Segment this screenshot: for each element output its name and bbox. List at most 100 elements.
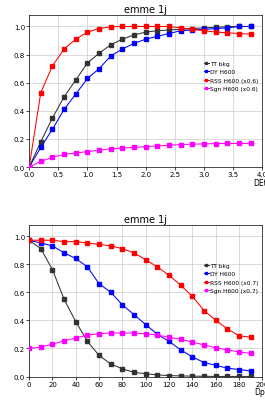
Sgn H600 (x0.7): [109, 331, 112, 336]
TT bkg: [214, 26, 217, 30]
RSS H600 (x0.7): [191, 294, 194, 299]
TT bkg: [86, 339, 89, 344]
DY H600: [39, 241, 42, 246]
Sgn H600 (x0.7): [249, 351, 252, 356]
Sgn H600 (x0.7): [132, 331, 136, 336]
RSS H600 (x0.6): [202, 29, 206, 34]
Sgn H600 (x0.7): [167, 335, 171, 340]
Line: Sgn H600 (x0.7): Sgn H600 (x0.7): [28, 332, 252, 355]
RSS H600 (x0.6): [121, 25, 124, 30]
DY H600: [74, 256, 77, 261]
TT bkg: [74, 320, 77, 324]
DY H600: [132, 313, 136, 318]
Sgn H600 (x0.6): [179, 143, 182, 148]
TT bkg: [39, 247, 42, 252]
TT bkg: [156, 373, 159, 377]
RSS H600 (x0.7): [226, 326, 229, 331]
DY H600: [144, 38, 147, 43]
TT bkg: [249, 374, 252, 379]
DY H600: [132, 42, 136, 47]
DY H600: [121, 47, 124, 52]
DY H600: [226, 26, 229, 31]
TT bkg: [226, 374, 229, 379]
DY H600: [202, 360, 206, 365]
TT bkg: [109, 43, 112, 48]
Sgn H600 (x0.7): [74, 336, 77, 341]
RSS H600 (x0.6): [39, 91, 42, 96]
DY H600: [156, 332, 159, 337]
DY H600: [214, 363, 217, 368]
TT bkg: [191, 374, 194, 379]
Line: DY H600: DY H600: [28, 239, 252, 373]
TT bkg: [132, 370, 136, 375]
TT bkg: [74, 78, 77, 83]
TT bkg: [202, 374, 206, 379]
RSS H600 (x0.7): [237, 334, 241, 339]
DY H600: [86, 77, 89, 82]
DY H600: [167, 339, 171, 344]
Line: TT bkg: TT bkg: [28, 26, 252, 169]
RSS H600 (x0.6): [167, 25, 171, 30]
Title: emme 1j: emme 1j: [124, 5, 167, 15]
Sgn H600 (x0.6): [237, 142, 241, 147]
RSS H600 (x0.6): [63, 47, 66, 52]
Sgn H600 (x0.7): [51, 342, 54, 347]
RSS H600 (x0.6): [132, 25, 136, 30]
Sgn H600 (x0.7): [214, 345, 217, 350]
RSS H600 (x0.6): [214, 31, 217, 36]
RSS H600 (x0.7): [109, 244, 112, 249]
Sgn H600 (x0.6): [86, 150, 89, 155]
TT bkg: [63, 95, 66, 100]
TT bkg: [249, 25, 252, 30]
TT bkg: [98, 353, 101, 358]
RSS H600 (x0.7): [144, 258, 147, 263]
RSS H600 (x0.7): [132, 251, 136, 256]
TT bkg: [156, 29, 159, 34]
Line: RSS H600 (x0.6): RSS H600 (x0.6): [28, 26, 252, 169]
Sgn H600 (x0.6): [51, 156, 54, 160]
TT bkg: [226, 25, 229, 30]
TT bkg: [167, 373, 171, 378]
Line: Sgn H600 (x0.6): Sgn H600 (x0.6): [28, 143, 252, 169]
Sgn H600 (x0.7): [237, 350, 241, 354]
Sgn H600 (x0.7): [98, 331, 101, 336]
Sgn H600 (x0.7): [202, 343, 206, 347]
Sgn H600 (x0.6): [144, 145, 147, 150]
Sgn H600 (x0.7): [144, 331, 147, 336]
RSS H600 (x0.7): [98, 243, 101, 247]
Line: TT bkg: TT bkg: [28, 239, 252, 378]
TT bkg: [132, 33, 136, 38]
RSS H600 (x0.6): [51, 64, 54, 69]
Sgn H600 (x0.6): [121, 146, 124, 151]
RSS H600 (x0.7): [63, 240, 66, 245]
RSS H600 (x0.6): [86, 31, 89, 36]
RSS H600 (x0.7): [121, 247, 124, 252]
TT bkg: [109, 362, 112, 367]
TT bkg: [144, 31, 147, 36]
Legend: TT bkg, DY H600, RSS H600 (x0.6), Sgn H600 (x0.6): TT bkg, DY H600, RSS H600 (x0.6), Sgn H6…: [204, 61, 259, 93]
Legend: TT bkg, DY H600, RSS H600 (x0.7), Sgn H600 (x0.7): TT bkg, DY H600, RSS H600 (x0.7), Sgn H6…: [203, 262, 259, 294]
RSS H600 (x0.7): [39, 238, 42, 243]
Sgn H600 (x0.6): [109, 147, 112, 152]
Sgn H600 (x0.6): [226, 142, 229, 147]
DY H600: [249, 25, 252, 30]
RSS H600 (x0.6): [144, 25, 147, 30]
Sgn H600 (x0.7): [179, 337, 182, 342]
Line: RSS H600 (x0.7): RSS H600 (x0.7): [28, 239, 252, 339]
Sgn H600 (x0.6): [74, 151, 77, 156]
RSS H600 (x0.7): [202, 308, 206, 313]
TT bkg: [214, 374, 217, 379]
Sgn H600 (x0.6): [98, 148, 101, 153]
DY H600: [109, 54, 112, 59]
RSS H600 (x0.7): [74, 240, 77, 245]
DY H600: [249, 369, 252, 373]
DY H600: [74, 92, 77, 97]
DY H600: [214, 27, 217, 32]
DY H600: [237, 25, 241, 30]
RSS H600 (x0.6): [249, 33, 252, 38]
RSS H600 (x0.6): [237, 32, 241, 37]
DY H600: [51, 127, 54, 132]
DY H600: [121, 303, 124, 307]
Sgn H600 (x0.6): [132, 145, 136, 150]
RSS H600 (x0.7): [86, 241, 89, 246]
